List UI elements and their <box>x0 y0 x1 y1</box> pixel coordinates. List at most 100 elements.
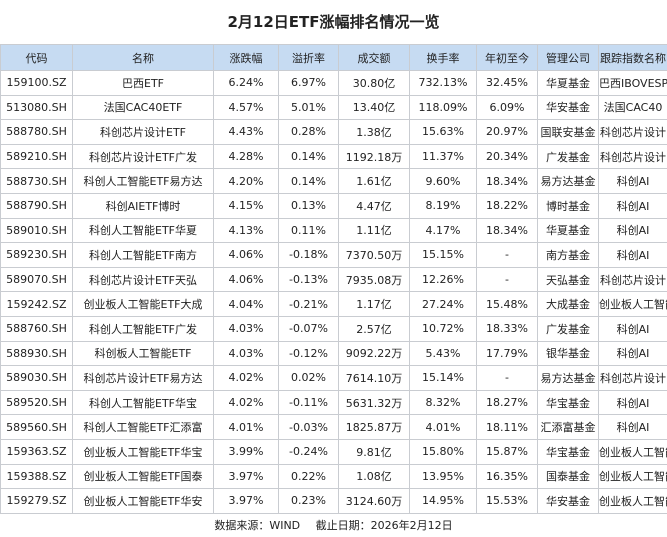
cell: 4.17% <box>409 217 477 244</box>
cell: 5.43% <box>409 340 477 367</box>
cell: 天弘基金 <box>537 266 599 293</box>
table-row: 159100.SZ 巴西ETF 6.24% 6.97% 30.80亿 732.13% 32.… <box>0 70 667 96</box>
cell: 科创人工智能ETF华宝 <box>72 389 214 416</box>
cell: 科创芯片设计 <box>598 365 667 391</box>
cell: 创业板人工智能 <box>598 488 667 514</box>
cell: 589560.SH <box>0 414 73 440</box>
cell: 4.06% <box>213 242 279 268</box>
cell: 0.14% <box>278 168 339 194</box>
table-row: 588780.SH 科创芯片设计ETF 4.43% 0.28% 1.38亿 15.63% 2… <box>0 119 667 145</box>
cell: 20.34% <box>476 143 538 170</box>
cell: 4.03% <box>213 315 279 342</box>
cell: 589230.SH <box>0 242 73 268</box>
cell: 科创芯片设计 <box>598 143 667 170</box>
cell: 6.09% <box>476 94 538 121</box>
cell: 8.32% <box>409 389 477 416</box>
cell: 南方基金 <box>537 242 599 268</box>
cell: - <box>476 242 538 268</box>
cell: 588930.SH <box>0 340 73 367</box>
cell: 科创芯片设计ETF广发 <box>72 143 214 170</box>
cell: 巴西ETF <box>72 70 214 96</box>
cell: 30.80亿 <box>338 70 410 96</box>
cell: 18.27% <box>476 389 538 416</box>
cell: 华安基金 <box>537 94 599 121</box>
column-header: 涨跌幅 <box>213 44 279 71</box>
column-header: 成交额 <box>338 44 410 71</box>
cell: 华宝基金 <box>537 438 599 465</box>
cell: 589520.SH <box>0 389 73 416</box>
cell: 13.40亿 <box>338 94 410 121</box>
cell: 科创AI <box>598 315 667 342</box>
table-row: 159279.SZ 创业板人工智能ETF华安 3.97% 0.23% 3124.60万 1… <box>0 488 667 514</box>
cell: 17.79% <box>476 340 538 367</box>
cell: 0.22% <box>278 463 339 490</box>
cell: 法国CAC40ETF <box>72 94 214 121</box>
cell: 0.23% <box>278 488 339 514</box>
cell: -0.18% <box>278 242 339 268</box>
cell: 14.95% <box>409 488 477 514</box>
cell: 大成基金 <box>537 291 599 317</box>
cell: 15.53% <box>476 488 538 514</box>
table-row: 589230.SH 科创人工智能ETF南方 4.06% -0.18% 7370.50万 1… <box>0 242 667 268</box>
cell: 1.08亿 <box>338 463 410 490</box>
cell: 国泰基金 <box>537 463 599 490</box>
cell: 科创AIETF博时 <box>72 192 214 219</box>
table-row: 588790.SH 科创AIETF博时 4.15% 0.13% 4.47亿 8.19% 18… <box>0 192 667 219</box>
cell: 科创人工智能ETF广发 <box>72 315 214 342</box>
cell: 创业板人工智能 <box>598 438 667 465</box>
table-row: 589010.SH 科创人工智能ETF华夏 4.13% 0.11% 1.11亿 4.17%… <box>0 217 667 244</box>
column-header: 跟踪指数名称 <box>598 44 667 71</box>
cell: 3124.60万 <box>338 488 410 514</box>
cell: 15.14% <box>409 365 477 391</box>
cell: 4.04% <box>213 291 279 317</box>
table-row: 588760.SH 科创人工智能ETF广发 4.03% -0.07% 2.57亿 10.7… <box>0 315 667 342</box>
cell: 6.24% <box>213 70 279 96</box>
cell: 32.45% <box>476 70 538 96</box>
cell: 科创人工智能ETF汇添富 <box>72 414 214 440</box>
cell: 科创芯片设计 <box>598 266 667 293</box>
table-body: 159100.SZ 巴西ETF 6.24% 6.97% 30.80亿 732.13% 32.… <box>0 70 667 514</box>
cell: 18.33% <box>476 315 538 342</box>
cell: 创业板人工智能 <box>598 291 667 317</box>
column-header: 换手率 <box>409 44 477 71</box>
cell: - <box>476 266 538 293</box>
cell: 科创人工智能ETF南方 <box>72 242 214 268</box>
cell: 589070.SH <box>0 266 73 293</box>
table-row: 589210.SH 科创芯片设计ETF广发 4.28% 0.14% 1192.18万 11… <box>0 143 667 170</box>
cell: 广发基金 <box>537 315 599 342</box>
column-header: 溢折率 <box>278 44 339 71</box>
cell: 0.02% <box>278 365 339 391</box>
cell: 4.47亿 <box>338 192 410 219</box>
cell: 创业板人工智能ETF国泰 <box>72 463 214 490</box>
cell: 8.19% <box>409 192 477 219</box>
cell: 科创芯片设计ETF易方达 <box>72 365 214 391</box>
cell: 巴西IBOVESPA指数 <box>598 70 667 96</box>
cell: 9.60% <box>409 168 477 194</box>
cell: 15.87% <box>476 438 538 465</box>
cell: 13.95% <box>409 463 477 490</box>
cell: 银华基金 <box>537 340 599 367</box>
cell: 科创芯片设计ETF天弘 <box>72 266 214 293</box>
cell: 4.57% <box>213 94 279 121</box>
column-header: 管理公司 <box>537 44 599 71</box>
cell: 科创芯片设计 <box>598 119 667 145</box>
cell: 科创AI <box>598 217 667 244</box>
cell: 华夏基金 <box>537 217 599 244</box>
cell: 5.01% <box>278 94 339 121</box>
cell: -0.21% <box>278 291 339 317</box>
cell: 118.09% <box>409 94 477 121</box>
cell: 4.13% <box>213 217 279 244</box>
footer: 数据来源：WIND 截止日期：2026年2月12日 <box>0 514 667 537</box>
cell: 588760.SH <box>0 315 73 342</box>
table-row: 588930.SH 科创板人工智能ETF 4.03% -0.12% 9092.22万 5.… <box>0 340 667 367</box>
cell: 广发基金 <box>537 143 599 170</box>
table-row: 159242.SZ 创业板人工智能ETF大成 4.04% -0.21% 1.17亿 27.… <box>0 291 667 317</box>
cell: 16.35% <box>476 463 538 490</box>
cell: 科创AI <box>598 168 667 194</box>
cell: 7935.08万 <box>338 266 410 293</box>
cell: 589010.SH <box>0 217 73 244</box>
cell: -0.07% <box>278 315 339 342</box>
cell: 1.61亿 <box>338 168 410 194</box>
cell: 科创人工智能ETF华夏 <box>72 217 214 244</box>
